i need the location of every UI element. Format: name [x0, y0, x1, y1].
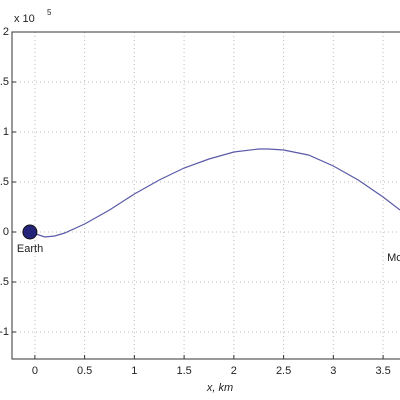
x-tick-label: 1	[131, 365, 137, 377]
y-multiplier: x 10	[14, 13, 35, 25]
y-tick-label: 0	[3, 226, 9, 238]
y-tick-label: 2	[3, 26, 9, 38]
x-tick-label: 3.5	[375, 365, 390, 377]
trajectory	[29, 148, 400, 238]
annotation: Earth	[17, 243, 43, 255]
plot-frame	[11, 31, 400, 360]
y-tick-label: 0.5	[0, 176, 9, 188]
x-tick-label: 0	[32, 365, 38, 377]
y-tick-label: -0.5	[0, 276, 9, 288]
y-tick-label: -1	[0, 326, 9, 338]
x-tick-label: 2.5	[276, 365, 291, 377]
x-axis-label: x, km	[206, 382, 233, 394]
body-marker	[22, 224, 38, 240]
x-tick-label: 3	[330, 365, 336, 377]
x-tick-label: 2	[231, 365, 237, 377]
x-tick-label: 0.5	[77, 365, 92, 377]
y-multiplier-exp: 5	[47, 8, 52, 17]
x-tick-label: 1.5	[176, 365, 191, 377]
y-tick-label: 1.5	[0, 76, 9, 88]
annotation: Moon	[387, 252, 400, 264]
y-tick-label: 1	[3, 126, 9, 138]
